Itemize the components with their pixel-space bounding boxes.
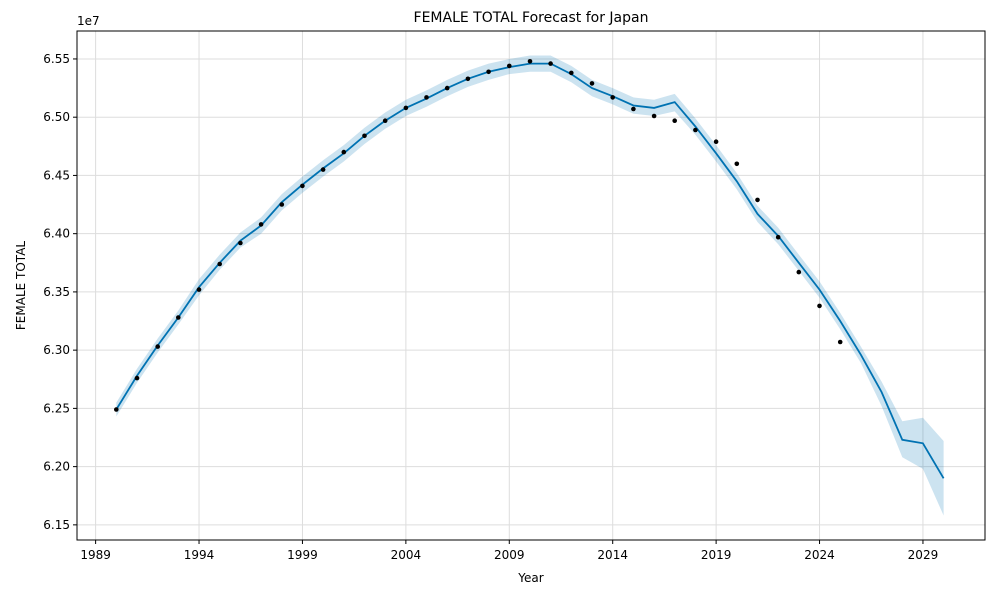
y-tick-layer: 6.15 6.20 6.25 6.30 6.35 6.40 6.45 6.50 6.55 xyxy=(43,52,77,532)
observed-point xyxy=(134,375,140,381)
observed-point xyxy=(341,149,347,155)
observed-point xyxy=(755,197,760,203)
y-tick-label: 6.15 xyxy=(43,518,70,532)
y-tick-label: 6.45 xyxy=(43,168,70,182)
observed-point xyxy=(258,222,264,227)
y-tick-label: 6.55 xyxy=(43,52,70,66)
x-axis-label: Year xyxy=(517,571,543,585)
observed-point xyxy=(196,287,202,292)
x-tick-label: 2024 xyxy=(804,548,835,562)
observed-point xyxy=(775,234,781,240)
grid-layer xyxy=(77,31,985,540)
observed-point xyxy=(610,95,615,100)
observed-point xyxy=(817,303,822,309)
observed-point xyxy=(403,105,409,111)
y-tick-label: 6.20 xyxy=(43,460,70,474)
observed-point xyxy=(176,315,181,320)
observed-point xyxy=(155,344,160,349)
observed-point xyxy=(734,161,740,167)
observed-point xyxy=(589,81,595,86)
observed-point xyxy=(486,69,491,75)
observed-point xyxy=(300,183,305,189)
chart-title: FEMALE TOTAL Forecast for Japan xyxy=(414,10,649,26)
observed-point xyxy=(114,407,119,412)
y-tick-label: 6.25 xyxy=(43,401,70,415)
observed-point xyxy=(217,261,222,267)
observed-point xyxy=(672,118,677,123)
x-tick-label: 2004 xyxy=(391,548,422,562)
observed-point xyxy=(362,133,367,139)
observed-point xyxy=(279,202,285,207)
observed-point xyxy=(569,70,574,76)
x-tick-label: 2014 xyxy=(597,548,628,562)
observed-point xyxy=(465,76,471,82)
x-tick-layer: 1989 1994 1999 2004 2009 2014 2019 2024 2029 xyxy=(80,540,938,562)
x-tick-label: 2019 xyxy=(701,548,732,562)
observed-point xyxy=(837,339,843,345)
observed-point xyxy=(444,85,450,91)
y-axis-label: FEMALE TOTAL xyxy=(14,241,28,331)
observed-point xyxy=(507,63,512,69)
observed-point xyxy=(796,269,802,275)
observed-point xyxy=(320,167,326,172)
observed-point xyxy=(713,139,719,144)
observed-point xyxy=(693,127,698,133)
observed-point xyxy=(527,59,533,64)
observed-point xyxy=(631,106,636,112)
x-tick-label: 2029 xyxy=(908,548,939,562)
observed-points-layer xyxy=(114,59,843,412)
observed-point xyxy=(382,118,388,123)
plot-frame xyxy=(76,30,986,541)
y-axis-offset-label: 1e7 xyxy=(77,14,100,28)
observed-point xyxy=(651,113,657,119)
x-tick-label: 2009 xyxy=(494,548,525,562)
x-tick-label: 1994 xyxy=(184,548,215,562)
y-tick-label: 6.35 xyxy=(43,285,70,299)
x-tick-label: 1989 xyxy=(80,548,111,562)
y-tick-label: 6.30 xyxy=(43,343,70,357)
y-tick-label: 6.50 xyxy=(43,110,70,124)
observed-point xyxy=(548,61,553,66)
observed-point xyxy=(424,95,429,100)
y-tick-label: 6.40 xyxy=(43,227,70,241)
x-tick-label: 1999 xyxy=(287,548,318,562)
observed-point xyxy=(238,240,243,246)
